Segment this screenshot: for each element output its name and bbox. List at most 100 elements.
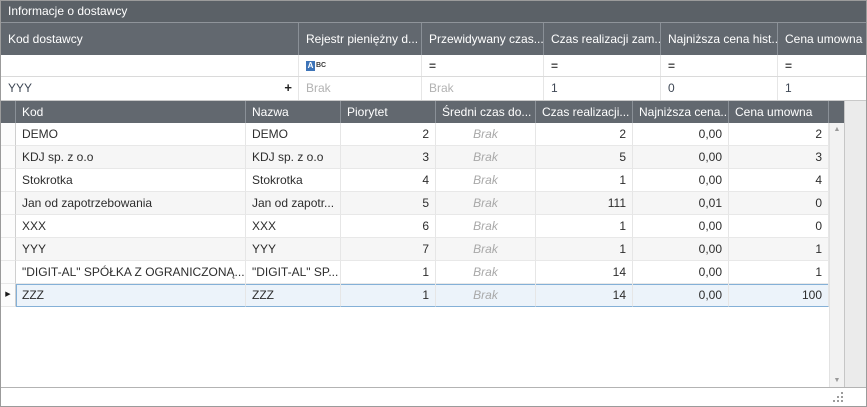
filter-cell-przewidywany-czas[interactable]: = (422, 55, 544, 76)
equals-filter-icon[interactable]: = (551, 58, 559, 73)
cell-piorytet[interactable]: 7 (341, 238, 436, 261)
master-value-przewidywany-czas[interactable]: Brak (422, 77, 544, 100)
cell-cena[interactable]: 3 (729, 146, 829, 169)
cell-kod[interactable]: XXX (16, 215, 246, 238)
master-col-header-czas-realizacji[interactable]: Czas realizacji zam... (544, 23, 661, 55)
table-row[interactable]: DEMO DEMO 2 Brak 2 0,00 2 (1, 123, 829, 146)
cell-nazwa[interactable]: DEMO (246, 123, 341, 146)
table-row[interactable]: YYY YYY 7 Brak 1 0,00 1 (1, 238, 829, 261)
row-indicator-cell[interactable] (1, 192, 16, 215)
text-filter-abc-icon[interactable]: A BC (306, 60, 326, 71)
cell-sredni[interactable]: Brak (436, 215, 536, 238)
cell-piorytet[interactable]: 6 (341, 215, 436, 238)
cell-sredni[interactable]: Brak (436, 123, 536, 146)
cell-najnizsza[interactable]: 0,00 (633, 261, 729, 284)
master-value-cena-umowna[interactable]: 1 (785, 81, 792, 95)
cell-nazwa[interactable]: XXX (246, 215, 341, 238)
resize-grip-icon[interactable] (833, 392, 844, 403)
master-col-header-cena-umowna[interactable]: Cena umowna (785, 32, 863, 46)
cell-najnizsza[interactable]: 0,00 (633, 146, 729, 169)
table-row[interactable]: Jan od zapotrzebowania Jan od zapotr... 5 B… (1, 192, 829, 215)
cell-sredni[interactable]: Brak (436, 238, 536, 261)
cell-czas[interactable]: 111 (536, 192, 633, 215)
cell-najnizsza[interactable]: 0,00 (633, 284, 729, 307)
master-col-header-przewidywany-czas[interactable]: Przewidywany czas... (422, 23, 544, 55)
cell-sredni[interactable]: Brak (436, 169, 536, 192)
detail-col-header-cena[interactable]: Cena umowna (729, 101, 829, 123)
cell-najnizsza[interactable]: 0,00 (633, 215, 729, 238)
cell-piorytet[interactable]: 4 (341, 169, 436, 192)
cell-czas[interactable]: 1 (536, 169, 633, 192)
master-value-najnizsza-cena[interactable]: 0 (661, 77, 778, 100)
master-value-kod-dostawcy[interactable]: YYY + (1, 77, 299, 100)
cell-czas[interactable]: 1 (536, 238, 633, 261)
cell-czas[interactable]: 5 (536, 146, 633, 169)
cell-sredni[interactable]: Brak (436, 192, 536, 215)
detail-col-header-nazwa[interactable]: Nazwa (246, 101, 341, 123)
cell-cena[interactable]: 100 (729, 284, 829, 307)
cell-nazwa[interactable]: KDJ sp. z o.o (246, 146, 341, 169)
cell-kod[interactable]: DEMO (16, 123, 246, 146)
vertical-scrollbar[interactable]: ▲ ▼ (829, 123, 844, 387)
cell-piorytet[interactable]: 1 (341, 284, 436, 307)
cell-nazwa[interactable]: YYY (246, 238, 341, 261)
table-row[interactable]: XXX XXX 6 Brak 1 0,00 0 (1, 215, 829, 238)
cell-cena[interactable]: 0 (729, 192, 829, 215)
cell-cena[interactable]: 2 (729, 123, 829, 146)
cell-nazwa[interactable]: ZZZ (246, 284, 341, 307)
scroll-up-icon[interactable]: ▲ (833, 126, 841, 133)
filter-cell-kod-dostawcy[interactable] (1, 55, 299, 76)
master-col-header-rejestr-pieniezny[interactable]: Rejestr pieniężny d... (299, 23, 422, 55)
cell-cena[interactable]: 1 (729, 261, 829, 284)
cell-najnizsza[interactable]: 0,00 (633, 169, 729, 192)
cell-czas[interactable]: 1 (536, 215, 633, 238)
cell-kod[interactable]: KDJ sp. z o.o (16, 146, 246, 169)
table-row[interactable]: Stokrotka Stokrotka 4 Brak 1 0,00 4 (1, 169, 829, 192)
cell-nazwa[interactable]: Stokrotka (246, 169, 341, 192)
table-row[interactable]: ▶ ZZZ ZZZ 1 Brak 14 0,00 100 (1, 284, 829, 307)
cell-czas[interactable]: 14 (536, 284, 633, 307)
master-value-czas-realizacji[interactable]: 1 (544, 77, 661, 100)
row-indicator-cell[interactable] (1, 169, 16, 192)
expand-plus-icon[interactable]: + (284, 80, 292, 95)
cell-sredni[interactable]: Brak (436, 261, 536, 284)
equals-filter-icon[interactable]: = (429, 58, 437, 73)
cell-kod[interactable]: Stokrotka (16, 169, 246, 192)
cell-najnizsza[interactable]: 0,01 (633, 192, 729, 215)
cell-najnizsza[interactable]: 0,00 (633, 123, 729, 146)
cell-nazwa[interactable]: Jan od zapotr... (246, 192, 341, 215)
cell-cena[interactable]: 1 (729, 238, 829, 261)
cell-czas[interactable]: 14 (536, 261, 633, 284)
scroll-down-icon[interactable]: ▼ (833, 377, 841, 384)
cell-kod[interactable]: YYY (16, 238, 246, 261)
cell-kod[interactable]: "DIGIT-AL" SPÓŁKA Z OGRANICZONĄ... (16, 261, 246, 284)
cell-piorytet[interactable]: 2 (341, 123, 436, 146)
row-indicator-cell[interactable] (1, 146, 16, 169)
current-row-indicator-icon[interactable]: ▶ (1, 284, 16, 307)
detail-col-header-piorytet[interactable]: Piorytet (341, 101, 436, 123)
row-indicator-cell[interactable] (1, 123, 16, 146)
cell-kod[interactable]: Jan od zapotrzebowania (16, 192, 246, 215)
cell-najnizsza[interactable]: 0,00 (633, 238, 729, 261)
detail-col-header-czas[interactable]: Czas realizacji... (536, 101, 633, 123)
filter-cell-cena-umowna[interactable]: = (778, 55, 866, 76)
equals-filter-icon[interactable]: = (668, 58, 676, 73)
master-col-header-najnizsza-cena[interactable]: Najniższa cena hist... (661, 23, 778, 55)
detail-col-header-kod[interactable]: Kod (16, 101, 246, 123)
cell-kod[interactable]: ZZZ (16, 284, 246, 307)
cell-piorytet[interactable]: 3 (341, 146, 436, 169)
row-indicator-cell[interactable] (1, 261, 16, 284)
table-row[interactable]: KDJ sp. z o.o KDJ sp. z o.o 3 Brak 5 0,00 3 (1, 146, 829, 169)
filter-cell-czas-realizacji[interactable]: = (544, 55, 661, 76)
detail-col-header-sredni[interactable]: Średni czas do... (436, 101, 536, 123)
cell-nazwa[interactable]: "DIGIT-AL" SP... (246, 261, 341, 284)
cell-piorytet[interactable]: 1 (341, 261, 436, 284)
cell-sredni[interactable]: Brak (436, 146, 536, 169)
table-row[interactable]: "DIGIT-AL" SPÓŁKA Z OGRANICZONĄ... "DIGIT… (1, 261, 829, 284)
equals-filter-icon[interactable]: = (785, 58, 793, 73)
master-col-header-kod-dostawcy[interactable]: Kod dostawcy (1, 23, 299, 55)
filter-cell-rejestr-pieniezny[interactable]: A BC (299, 55, 422, 76)
filter-cell-najnizsza-cena[interactable]: = (661, 55, 778, 76)
row-indicator-cell[interactable] (1, 238, 16, 261)
detail-col-header-najnizsza[interactable]: Najniższa cena... (633, 101, 729, 123)
